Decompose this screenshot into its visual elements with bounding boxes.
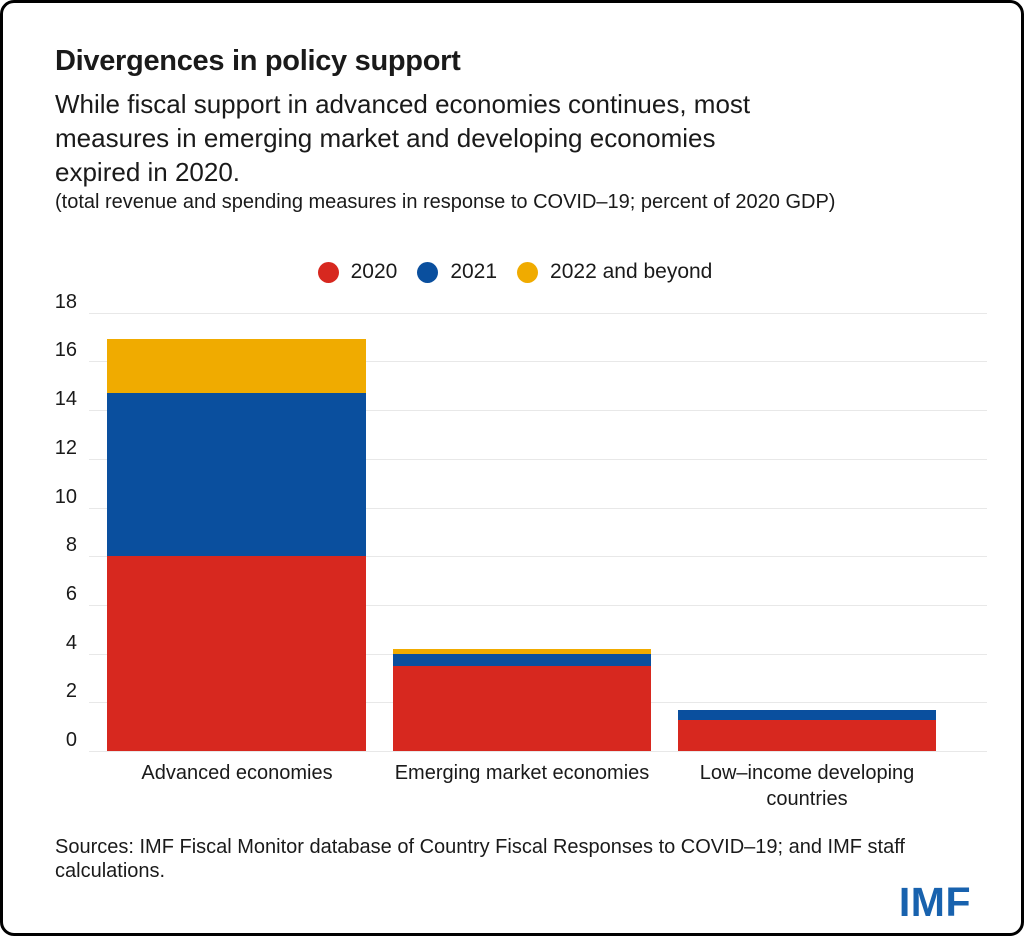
imf-logo: IMF xyxy=(898,879,971,925)
legend-swatch-circle-icon xyxy=(417,261,439,283)
y-axis-tick-label: 2 xyxy=(65,680,77,702)
bar-segment-2021-1 xyxy=(393,654,651,666)
y-gridline xyxy=(89,410,987,411)
legend-item: 2021 xyxy=(417,260,497,284)
x-axis-category-label: Emerging market economies xyxy=(394,762,650,784)
legend-swatch-circle-icon xyxy=(317,261,339,283)
legend-label: 2021 xyxy=(450,260,498,283)
x-axis-category-label: Low–income developing countries xyxy=(699,762,915,810)
y-gridline xyxy=(89,556,987,557)
chart-subtitle: While fiscal support in advanced economi… xyxy=(55,89,751,187)
bar-segment-2022-1 xyxy=(393,649,651,654)
y-axis-tick-label: 6 xyxy=(65,583,77,605)
y-axis-tick-label: 12 xyxy=(54,437,77,459)
y-gridline xyxy=(89,508,987,509)
y-gridline xyxy=(89,313,987,314)
bar-segment-2022-0 xyxy=(107,339,366,393)
legend-item: 2020 xyxy=(317,260,398,284)
bar-segment-2020-1 xyxy=(393,666,651,751)
legend-item: 2022 and beyond xyxy=(517,260,712,284)
legend-label: 2022 and beyond xyxy=(550,260,713,283)
x-axis-category-label: Advanced economies xyxy=(141,762,333,784)
bar-segment-2021-2 xyxy=(678,710,936,720)
bar-segment-2020-0 xyxy=(107,556,366,751)
legend-swatch-circle-icon xyxy=(517,261,539,283)
chart-units-note: (total revenue and spending measures in … xyxy=(55,191,836,213)
sources-note: Sources: IMF Fiscal Monitor database of … xyxy=(55,836,905,882)
y-axis-tick-label: 0 xyxy=(65,729,77,751)
chart-plot-area: 0 2 4 6 8 10 12 14 16 18 Advanced economies Emergin… xyxy=(3,3,1021,933)
y-gridline xyxy=(89,459,987,460)
chart-legend: 2020 2021 2022 and beyond xyxy=(3,257,1021,287)
chart-title: Divergences in policy support xyxy=(55,45,461,77)
legend-label: 2020 xyxy=(350,260,398,283)
y-axis-tick-label: 4 xyxy=(65,632,77,654)
y-axis-tick-label: 10 xyxy=(54,486,77,508)
y-gridline xyxy=(89,605,987,606)
y-axis-tick-label: 16 xyxy=(54,339,77,361)
y-axis-tick-label: 18 xyxy=(54,291,77,313)
y-axis-tick-label: 8 xyxy=(65,534,77,556)
y-gridline xyxy=(89,751,987,752)
y-axis-tick-label: 14 xyxy=(54,388,77,410)
bar-segment-2020-2 xyxy=(678,719,936,751)
y-gridline xyxy=(89,361,987,362)
bar-segment-2021-0 xyxy=(107,393,366,556)
